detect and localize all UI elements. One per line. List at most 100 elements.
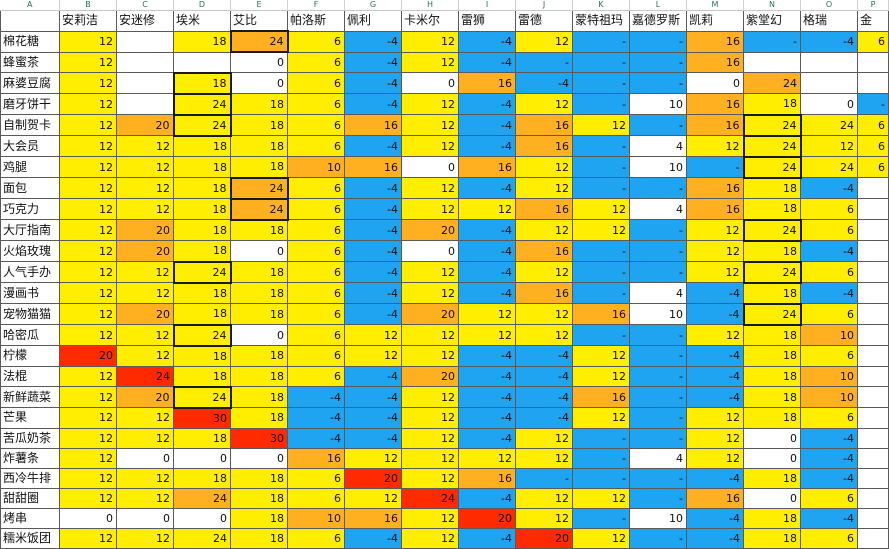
value-cell[interactable]: 6: [287, 487, 345, 509]
value-cell[interactable]: 16: [686, 51, 744, 73]
header-corner-cell[interactable]: [0, 10, 60, 32]
value-cell[interactable]: 18: [173, 135, 231, 157]
value-cell[interactable]: 12: [686, 240, 744, 262]
value-cell[interactable]: 12: [59, 447, 117, 469]
item-name-cell[interactable]: 磨牙饼干: [0, 93, 60, 115]
item-name-cell[interactable]: 棉花糖: [0, 30, 60, 53]
value-cell[interactable]: -: [629, 51, 687, 73]
value-cell[interactable]: 24: [173, 527, 231, 549]
value-cell[interactable]: 12: [344, 487, 402, 509]
value-cell[interactable]: -4: [515, 407, 573, 429]
value-cell[interactable]: 12: [59, 303, 117, 325]
value-cell[interactable]: 0: [401, 156, 459, 178]
item-name-cell[interactable]: 烤串: [0, 507, 60, 529]
value-cell[interactable]: 10: [287, 507, 345, 529]
value-cell[interactable]: 0: [743, 427, 801, 449]
value-cell[interactable]: 12: [116, 487, 174, 509]
item-name-cell[interactable]: 大厅指南: [0, 219, 60, 241]
value-cell[interactable]: [857, 345, 889, 367]
value-cell[interactable]: -4: [458, 51, 516, 73]
value-cell[interactable]: 6: [287, 198, 345, 220]
character-header-cell[interactable]: 紫堂幻: [743, 10, 801, 32]
value-cell[interactable]: 6: [800, 487, 858, 509]
value-cell[interactable]: 18: [230, 386, 288, 408]
value-cell[interactable]: 18: [743, 345, 801, 367]
value-cell[interactable]: -4: [458, 114, 516, 136]
value-cell[interactable]: 6: [287, 303, 345, 325]
value-cell[interactable]: [857, 386, 889, 408]
item-name-cell[interactable]: 蜂蜜茶: [0, 51, 60, 73]
column-header-l[interactable]: L: [629, 0, 687, 11]
value-cell[interactable]: 12: [59, 219, 117, 241]
value-cell[interactable]: -4: [344, 386, 402, 408]
value-cell[interactable]: 12: [401, 427, 459, 449]
value-cell[interactable]: 6: [287, 72, 345, 94]
value-cell[interactable]: 24: [800, 156, 858, 178]
value-cell[interactable]: -4: [800, 447, 858, 469]
value-cell[interactable]: 20: [116, 386, 174, 408]
value-cell[interactable]: 12: [59, 156, 117, 178]
item-name-cell[interactable]: 甜甜圈: [0, 487, 60, 509]
value-cell[interactable]: -: [629, 467, 687, 489]
value-cell[interactable]: -: [629, 219, 687, 241]
value-cell[interactable]: 20: [116, 114, 174, 136]
item-name-cell[interactable]: 哈密瓜: [0, 324, 60, 346]
value-cell[interactable]: 12: [401, 282, 459, 304]
value-cell[interactable]: -: [572, 507, 630, 529]
value-cell[interactable]: [116, 72, 174, 94]
value-cell[interactable]: [116, 30, 174, 53]
value-cell[interactable]: -4: [344, 303, 402, 325]
column-header-d[interactable]: D: [173, 0, 231, 11]
value-cell[interactable]: -4: [344, 427, 402, 449]
character-header-cell[interactable]: 安莉洁: [59, 10, 117, 32]
value-cell[interactable]: 0: [230, 240, 288, 262]
value-cell[interactable]: 10: [629, 156, 687, 178]
value-cell[interactable]: -4: [344, 261, 402, 283]
value-cell[interactable]: [857, 219, 889, 241]
item-name-cell[interactable]: 糯米饭团: [0, 527, 60, 549]
value-cell[interactable]: 12: [686, 261, 744, 283]
column-header-i[interactable]: I: [458, 0, 516, 11]
value-cell[interactable]: 20: [401, 303, 459, 325]
value-cell[interactable]: 20: [401, 219, 459, 241]
value-cell[interactable]: 12: [116, 407, 174, 429]
character-header-cell[interactable]: 帕洛斯: [287, 10, 345, 32]
column-header-a[interactable]: A: [0, 0, 60, 11]
value-cell[interactable]: [173, 51, 231, 73]
value-cell[interactable]: -: [572, 427, 630, 449]
value-cell[interactable]: 4: [629, 447, 687, 469]
value-cell[interactable]: 12: [515, 427, 573, 449]
value-cell[interactable]: 12: [572, 407, 630, 429]
value-cell[interactable]: 16: [686, 198, 744, 220]
value-cell[interactable]: -4: [800, 177, 858, 199]
value-cell[interactable]: 24: [800, 114, 858, 136]
value-cell[interactable]: -4: [344, 407, 402, 429]
value-cell[interactable]: -: [572, 467, 630, 489]
value-cell[interactable]: [857, 447, 889, 469]
value-cell[interactable]: 16: [515, 114, 573, 136]
value-cell[interactable]: -4: [287, 427, 345, 449]
value-cell[interactable]: 12: [515, 177, 573, 199]
value-cell[interactable]: 10: [629, 507, 687, 529]
value-cell[interactable]: 12: [572, 198, 630, 220]
value-cell[interactable]: 6: [287, 219, 345, 241]
value-cell[interactable]: 12: [515, 447, 573, 469]
value-cell[interactable]: 10: [629, 93, 687, 115]
value-cell[interactable]: 6: [800, 345, 858, 367]
value-cell[interactable]: 18: [743, 177, 801, 199]
character-header-cell[interactable]: 安迷修: [116, 10, 174, 32]
value-cell[interactable]: 6: [287, 527, 345, 549]
value-cell[interactable]: -: [629, 487, 687, 509]
value-cell[interactable]: 12: [458, 303, 516, 325]
value-cell[interactable]: -: [572, 324, 630, 346]
value-cell[interactable]: 18: [230, 93, 288, 115]
value-cell[interactable]: 18: [230, 303, 288, 325]
value-cell[interactable]: -4: [344, 365, 402, 387]
value-cell[interactable]: 12: [59, 114, 117, 136]
value-cell[interactable]: 16: [686, 114, 744, 136]
value-cell[interactable]: 18: [173, 219, 231, 241]
value-cell[interactable]: -4: [344, 282, 402, 304]
value-cell[interactable]: 12: [458, 198, 516, 220]
value-cell[interactable]: -: [572, 282, 630, 304]
column-header-j[interactable]: J: [515, 0, 573, 11]
